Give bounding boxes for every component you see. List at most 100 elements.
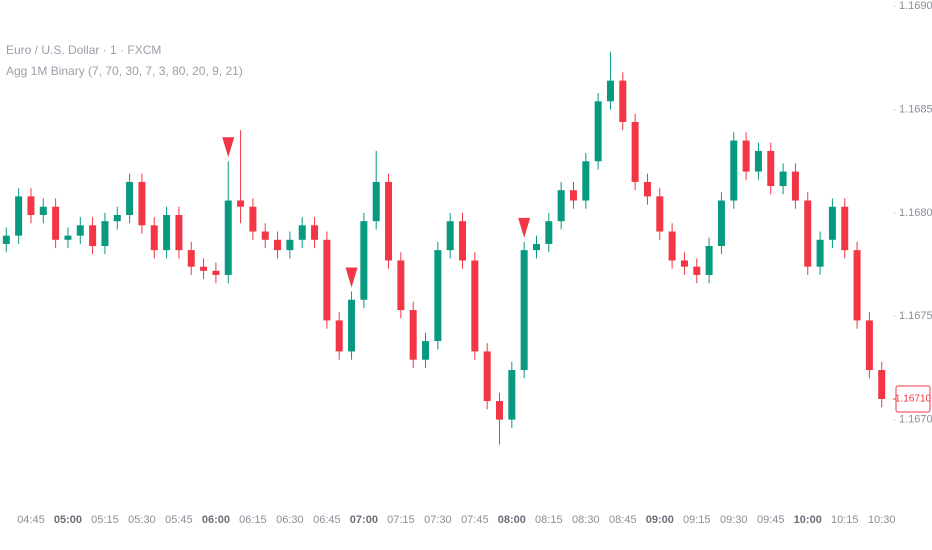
candle-body xyxy=(557,190,565,222)
candle-body xyxy=(76,225,84,236)
candle-body xyxy=(496,401,503,420)
candle-body xyxy=(446,221,454,251)
candle-body xyxy=(52,206,60,240)
candle-body xyxy=(680,260,688,267)
candle-body xyxy=(865,320,873,371)
candle-body xyxy=(779,171,787,187)
candle-body xyxy=(459,221,467,261)
candle-body xyxy=(804,200,812,267)
candle-body xyxy=(39,206,47,215)
candle-body xyxy=(816,239,824,267)
candle-body xyxy=(532,243,540,251)
candle-body xyxy=(631,121,639,182)
x-tick-label: 04:45 xyxy=(17,514,45,526)
candle-body xyxy=(274,239,282,251)
candle-body xyxy=(717,200,725,246)
candle-body xyxy=(286,239,294,251)
y-tick-label: 1.16800 xyxy=(899,207,932,219)
x-tick-label: 06:45 xyxy=(313,514,341,526)
candle-body xyxy=(730,140,738,201)
y-tick-label: 1.16850 xyxy=(899,103,932,115)
candle-body xyxy=(471,260,479,352)
candle-body xyxy=(569,190,577,201)
candle-body xyxy=(705,246,713,275)
x-tick-label: 07:00 xyxy=(350,514,378,526)
candle-body xyxy=(422,341,430,360)
x-tick-label: 08:30 xyxy=(572,514,600,526)
candle-body xyxy=(643,181,651,197)
indicator-label: Agg 1M Binary (7, 70, 30, 7, 3, 80, 20, … xyxy=(6,64,243,78)
candle-body xyxy=(64,235,72,240)
x-tick-label: 10:30 xyxy=(868,514,896,526)
x-tick-label: 05:30 xyxy=(128,514,156,526)
signal-marker xyxy=(518,217,531,238)
x-tick-label: 07:30 xyxy=(424,514,452,526)
signal-marker xyxy=(345,267,358,288)
candle-body xyxy=(150,225,158,251)
candle-body xyxy=(200,266,208,271)
candle-body xyxy=(409,310,417,360)
last-price-box xyxy=(895,385,931,413)
candle-body xyxy=(261,231,269,240)
candle-body xyxy=(89,225,97,246)
x-tick-label: 05:15 xyxy=(91,514,119,526)
candle-body xyxy=(754,150,762,172)
x-tick-label: 06:30 xyxy=(276,514,304,526)
candle-body xyxy=(138,181,146,226)
candle-body xyxy=(606,80,614,102)
x-tick-label: 07:45 xyxy=(461,514,489,526)
candle-body xyxy=(434,250,442,342)
candle-body xyxy=(767,150,775,187)
x-tick-label: 06:15 xyxy=(239,514,267,526)
candle-body xyxy=(619,80,627,122)
candle-body xyxy=(545,221,553,244)
x-tick-label: 08:15 xyxy=(535,514,563,526)
x-tick-label: 10:00 xyxy=(794,514,822,526)
candle-body xyxy=(841,206,849,251)
candle-body xyxy=(113,214,121,222)
candle-body xyxy=(126,181,134,215)
candle-body xyxy=(163,214,171,251)
candle-body xyxy=(298,225,306,240)
x-tick-label: 05:00 xyxy=(54,514,82,526)
x-tick-label: 10:15 xyxy=(831,514,859,526)
candle-body xyxy=(335,320,343,352)
candle-body xyxy=(15,196,23,236)
y-tick-label: 1.16700 xyxy=(899,414,932,426)
candle-body xyxy=(508,370,516,420)
candle-body xyxy=(853,250,861,321)
x-tick-label: 09:00 xyxy=(646,514,674,526)
candle-body xyxy=(224,200,232,275)
x-tick-label: 09:30 xyxy=(720,514,748,526)
candle-body xyxy=(656,196,664,232)
x-tick-label: 06:00 xyxy=(202,514,230,526)
candle-body xyxy=(372,181,380,222)
candle-body xyxy=(175,214,183,251)
candle-body xyxy=(187,250,195,267)
candle-body xyxy=(385,181,393,261)
candle-body xyxy=(397,260,405,311)
candle-body xyxy=(249,206,257,232)
x-tick-label: 08:00 xyxy=(498,514,526,526)
x-tick-label: 09:15 xyxy=(683,514,711,526)
candle-body xyxy=(520,250,528,371)
last-price-label: 1.16710 xyxy=(895,394,932,405)
y-tick-label: 1.16750 xyxy=(899,310,932,322)
candle-body xyxy=(483,351,491,402)
candle-body xyxy=(668,231,676,261)
candle-body xyxy=(237,200,245,207)
candle-body xyxy=(212,270,220,275)
signal-marker xyxy=(222,137,235,158)
candle-body xyxy=(348,299,356,352)
candle-body xyxy=(582,161,590,201)
candle-body xyxy=(742,140,750,172)
candle-body xyxy=(27,196,35,215)
candle-body xyxy=(323,239,331,321)
candle-body xyxy=(693,266,701,275)
candle-body xyxy=(360,221,368,300)
x-tick-label: 09:45 xyxy=(757,514,785,526)
chart-title: Euro / U.S. Dollar · 1 · FXCM xyxy=(6,43,161,57)
